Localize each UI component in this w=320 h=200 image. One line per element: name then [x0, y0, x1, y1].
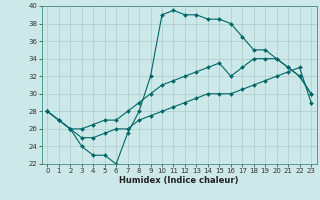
X-axis label: Humidex (Indice chaleur): Humidex (Indice chaleur) — [119, 176, 239, 185]
